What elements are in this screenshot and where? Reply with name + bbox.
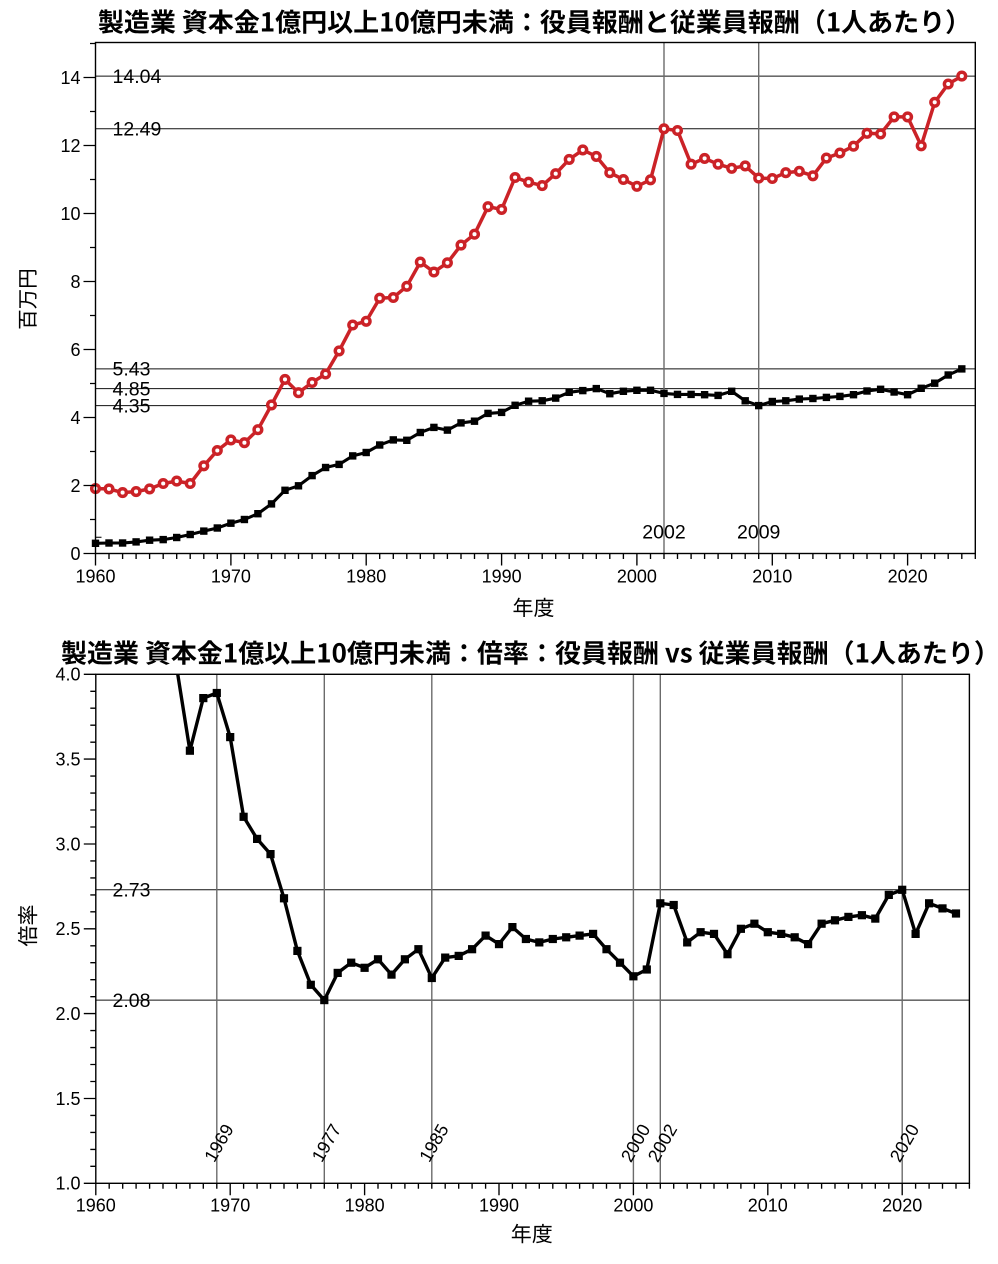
- svg-text:1.5: 1.5: [55, 1089, 80, 1109]
- svg-text:0: 0: [70, 544, 80, 564]
- svg-text:1990: 1990: [479, 1196, 519, 1216]
- svg-text:1990: 1990: [482, 567, 522, 587]
- svg-text:3.5: 3.5: [55, 749, 80, 769]
- svg-text:2020: 2020: [888, 567, 928, 587]
- svg-text:5.43: 5.43: [113, 359, 151, 381]
- svg-text:1980: 1980: [346, 567, 386, 587]
- svg-text:2.73: 2.73: [113, 880, 151, 902]
- svg-text:2010: 2010: [748, 1196, 788, 1216]
- svg-text:4.0: 4.0: [55, 665, 80, 685]
- svg-text:3.0: 3.0: [55, 834, 80, 854]
- svg-text:1.0: 1.0: [55, 1174, 80, 1194]
- svg-text:2020: 2020: [882, 1196, 922, 1216]
- svg-text:1960: 1960: [75, 567, 115, 587]
- svg-text:1960: 1960: [76, 1196, 116, 1216]
- svg-text:10: 10: [60, 204, 80, 224]
- svg-text:12: 12: [60, 136, 80, 156]
- svg-text:2.0: 2.0: [55, 1004, 80, 1024]
- svg-text:14.04: 14.04: [113, 66, 162, 88]
- svg-text:14: 14: [60, 68, 80, 88]
- svg-text:2.08: 2.08: [113, 990, 151, 1012]
- svg-text:4: 4: [70, 408, 80, 428]
- svg-text:8: 8: [70, 272, 80, 292]
- svg-text:1980: 1980: [345, 1196, 385, 1216]
- svg-text:1970: 1970: [210, 1196, 250, 1216]
- svg-text:2002: 2002: [642, 522, 685, 544]
- svg-text:2009: 2009: [737, 522, 780, 544]
- svg-text:2000: 2000: [613, 1196, 653, 1216]
- svg-text:4.35: 4.35: [113, 395, 151, 417]
- svg-text:2000: 2000: [617, 567, 657, 587]
- svg-text:2010: 2010: [752, 567, 792, 587]
- svg-text:1970: 1970: [211, 567, 251, 587]
- svg-text:2.5: 2.5: [55, 919, 80, 939]
- svg-text:2: 2: [70, 476, 80, 496]
- svg-text:6: 6: [70, 340, 80, 360]
- svg-text:4.85: 4.85: [113, 378, 151, 400]
- svg-text:12.49: 12.49: [113, 119, 162, 141]
